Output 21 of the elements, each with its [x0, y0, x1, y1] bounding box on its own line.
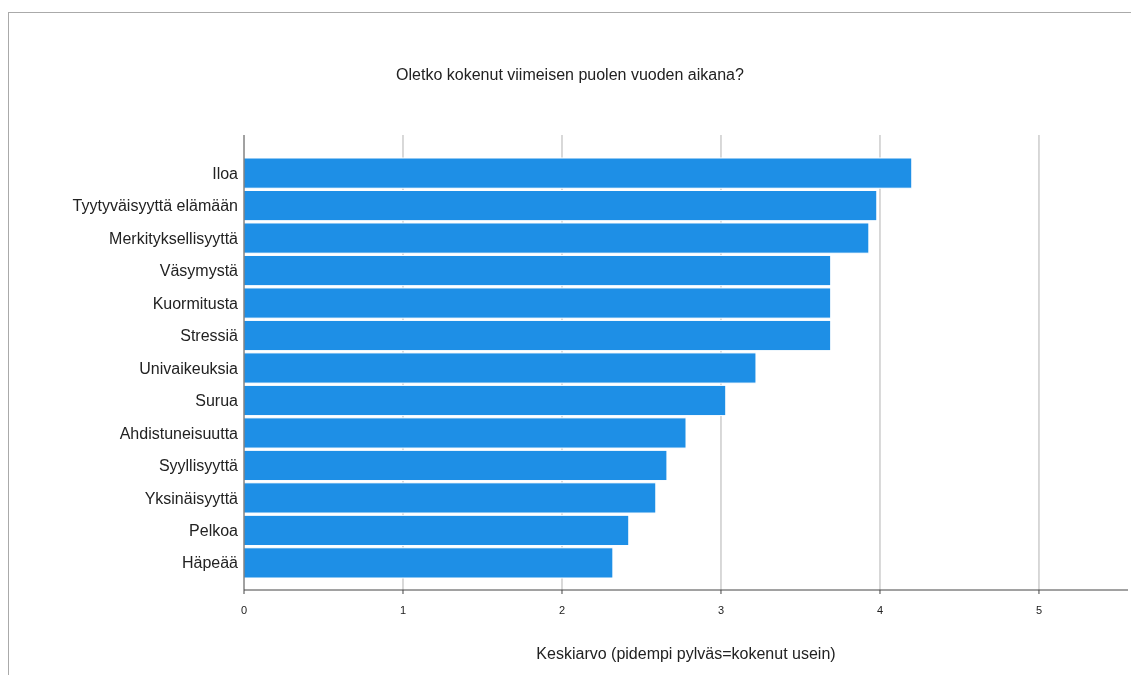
- y-tick-label: Stressiä: [180, 327, 239, 345]
- x-tick-label: 5: [1035, 604, 1043, 616]
- x-tick-label: 4: [876, 604, 884, 616]
- y-tick-label: Ahdistuneisuutta: [119, 424, 239, 442]
- y-tick-label: Merkityksellisyyttä: [109, 229, 239, 247]
- x-tick-label: 0: [240, 604, 248, 616]
- y-tick-label: Häpeää: [181, 554, 239, 572]
- x-tick-label: 2: [558, 604, 566, 616]
- y-tick-label: Pelkoa: [189, 522, 239, 540]
- x-axis-title: Keskiarvo (pidempi pylväs=kokenut usein): [536, 645, 836, 662]
- chart-title: Oletko kokenut viimeisen puolen vuoden aikana?: [396, 66, 744, 83]
- y-tick-label: Surua: [195, 392, 239, 410]
- y-tick-label: Tyytyväisyyttä elämään: [72, 197, 238, 215]
- y-tick-label: Iloa: [212, 164, 239, 182]
- y-tick-label: Syyllisyyttä: [158, 457, 239, 475]
- x-tick-label: 1: [399, 604, 407, 616]
- x-tick-label: 3: [717, 604, 725, 616]
- y-tick-label: Väsymystä: [159, 262, 239, 280]
- y-tick-label: Yksinäisyyttä: [144, 489, 239, 507]
- y-tick-label: Kuormitusta: [152, 294, 239, 312]
- y-tick-label: Univaikeuksia: [139, 359, 239, 377]
